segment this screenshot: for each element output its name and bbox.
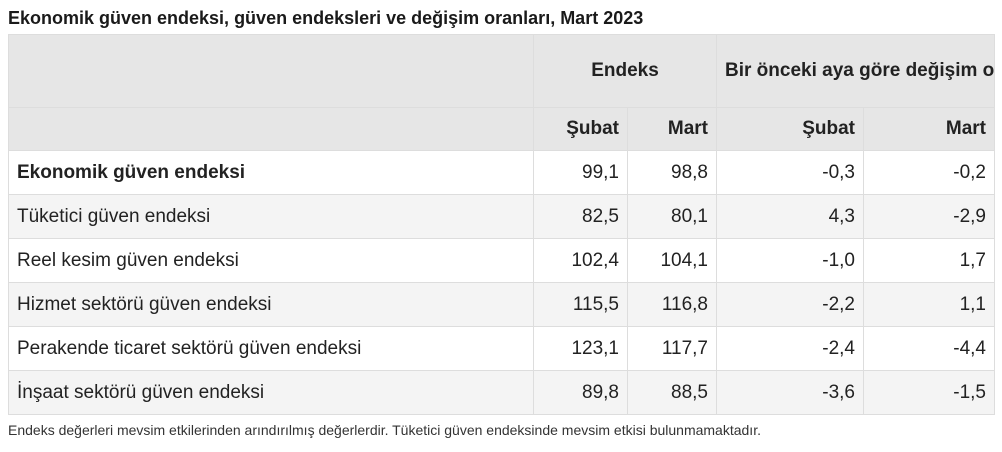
index-mar-value: 98,8 [627, 150, 717, 195]
index-mar-value: 117,7 [627, 326, 717, 371]
header-group-index: Endeks [533, 34, 717, 108]
row-label: Hizmet sektörü güven endeksi [8, 282, 534, 327]
change-feb-value: -2,2 [716, 282, 864, 327]
header-group-change: Bir önceki aya göre değişim oranı (%) [716, 34, 995, 108]
index-feb-value: 89,8 [533, 370, 628, 415]
confidence-index-table: Endeks Bir önceki aya göre değişim oranı… [8, 34, 995, 415]
index-mar-value: 88,5 [627, 370, 717, 415]
index-feb-value: 102,4 [533, 238, 628, 283]
change-mar-value: -4,4 [863, 326, 995, 371]
header-change-mar: Mart [863, 107, 995, 151]
change-feb-value: -0,3 [716, 150, 864, 195]
index-feb-value: 82,5 [533, 194, 628, 239]
footnote: Endeks değerleri mevsim etkilerinden arı… [8, 422, 761, 438]
table-row: Hizmet sektörü güven endeksi 115,5 116,8… [8, 282, 995, 327]
header-index-mar: Mart [627, 107, 717, 151]
index-feb-value: 123,1 [533, 326, 628, 371]
index-feb-value: 99,1 [533, 150, 628, 195]
table-title: Ekonomik güven endeksi, güven endeksleri… [8, 8, 644, 28]
row-label: Tüketici güven endeksi [8, 194, 534, 239]
change-mar-value: -0,2 [863, 150, 995, 195]
header-empty-cell [8, 107, 534, 151]
table-row: Ekonomik güven endeksi 99,1 98,8 -0,3 -0… [8, 150, 995, 195]
index-mar-value: 116,8 [627, 282, 717, 327]
header-empty-cell [8, 34, 534, 108]
change-feb-value: -2,4 [716, 326, 864, 371]
table-row: Perakende ticaret sektörü güven endeksi … [8, 326, 995, 371]
index-mar-value: 104,1 [627, 238, 717, 283]
header-row-months: Şubat Mart Şubat Mart [8, 107, 995, 151]
row-label: İnşaat sektörü güven endeksi [8, 370, 534, 415]
change-feb-value: -3,6 [716, 370, 864, 415]
change-mar-value: -1,5 [863, 370, 995, 415]
table-row: İnşaat sektörü güven endeksi 89,8 88,5 -… [8, 370, 995, 415]
index-mar-value: 80,1 [627, 194, 717, 239]
change-mar-value: 1,7 [863, 238, 995, 283]
header-change-feb: Şubat [716, 107, 864, 151]
change-mar-value: 1,1 [863, 282, 995, 327]
row-label: Perakende ticaret sektörü güven endeksi [8, 326, 534, 371]
change-feb-value: 4,3 [716, 194, 864, 239]
table-row: Reel kesim güven endeksi 102,4 104,1 -1,… [8, 238, 995, 283]
table-row: Tüketici güven endeksi 82,5 80,1 4,3 -2,… [8, 194, 995, 239]
row-label: Reel kesim güven endeksi [8, 238, 534, 283]
change-mar-value: -2,9 [863, 194, 995, 239]
row-label: Ekonomik güven endeksi [8, 150, 534, 195]
header-row-groups: Endeks Bir önceki aya göre değişim oranı… [8, 34, 995, 108]
index-feb-value: 115,5 [533, 282, 628, 327]
header-index-feb: Şubat [533, 107, 628, 151]
change-feb-value: -1,0 [716, 238, 864, 283]
